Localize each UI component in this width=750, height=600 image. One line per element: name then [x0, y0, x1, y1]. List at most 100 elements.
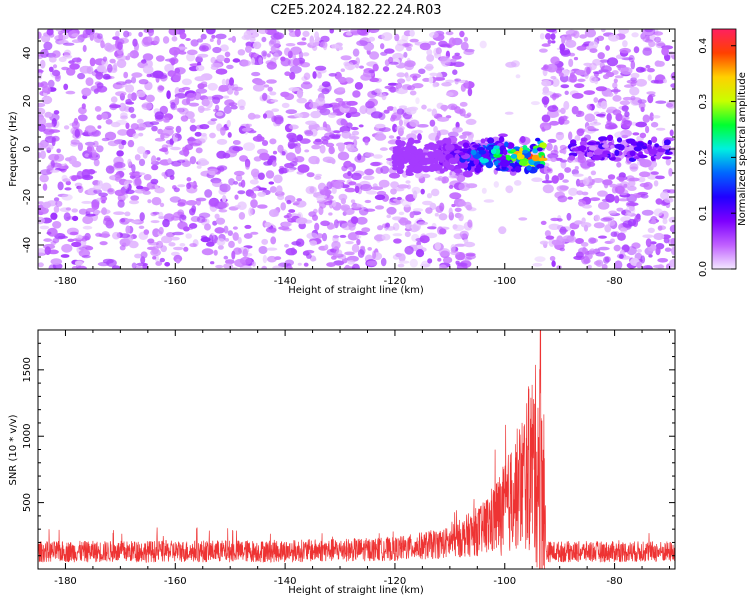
heatmap-cell [177, 184, 186, 188]
heatmap-cell [89, 57, 96, 67]
signal-cell [414, 153, 422, 160]
heatmap-cell [285, 248, 298, 256]
heatmap-cell [608, 124, 618, 130]
heatmap-cell [142, 65, 154, 74]
heatmap-cell [296, 41, 307, 46]
heatmap-cell [132, 133, 139, 139]
heatmap-cell [653, 180, 659, 187]
heatmap-cell [247, 112, 256, 120]
signal-cell [459, 148, 470, 152]
heatmap-cell [155, 261, 163, 266]
signal-cell [444, 143, 455, 151]
heatmap-cell [81, 174, 94, 181]
heatmap-cell [612, 82, 618, 89]
heatmap-cell [534, 256, 546, 262]
heatmap-cell [348, 136, 360, 140]
heatmap-cell [92, 140, 99, 148]
heatmap-cell [77, 185, 84, 193]
heatmap-cell [140, 251, 148, 259]
heatmap-cell [71, 39, 82, 44]
heatmap-cell [427, 226, 437, 230]
heatmap-cell [195, 147, 203, 154]
heatmap-cell [104, 131, 117, 141]
heatmap-cell [388, 61, 399, 65]
heatmap-cell [131, 262, 137, 269]
heatmap-cell [447, 131, 459, 138]
heatmap-cell [369, 77, 380, 83]
heatmap-cell [570, 229, 575, 237]
heatmap-cell [505, 61, 517, 68]
heatmap-cell [439, 264, 447, 269]
weak-band-cell [630, 141, 638, 146]
heatmap-cell [136, 90, 146, 98]
heatmap-cell [439, 44, 452, 48]
heatmap-cell [590, 170, 597, 176]
signal-cell [402, 153, 408, 158]
weak-band-cell [654, 143, 659, 148]
heatmap-cell [405, 180, 411, 184]
heatmap-cell [134, 253, 142, 259]
heatmap-cell [600, 65, 612, 73]
heatmap-cell [136, 185, 144, 190]
heatmap-cell [216, 165, 228, 171]
heatmap-cell [214, 104, 220, 112]
heatmap-cell [328, 212, 333, 216]
heatmap-cell [97, 180, 103, 187]
heatmap-cell [640, 255, 646, 264]
heatmap-cell [252, 135, 265, 142]
heatmap-cell [552, 93, 562, 98]
heatmap-cell [176, 159, 186, 163]
heatmap-cell [89, 32, 95, 41]
heatmap-cell [62, 42, 75, 46]
heatmap-cell [48, 56, 57, 63]
heatmap-cell [420, 188, 425, 195]
heatmap-cell [302, 30, 310, 37]
heatmap-cell [440, 57, 451, 67]
heatmap-cell [326, 126, 332, 132]
heatmap-cell [610, 238, 615, 244]
signal-cell [470, 149, 477, 156]
heatmap-cell [268, 181, 275, 185]
heatmap-cell [196, 165, 202, 169]
heatmap-cell [173, 187, 180, 193]
heatmap-cell [576, 190, 584, 196]
heatmap-cell [293, 200, 300, 205]
heatmap-cell [322, 139, 329, 145]
signal-cell [526, 165, 532, 171]
heatmap-cell [670, 237, 675, 246]
heatmap-cell [249, 29, 258, 34]
heatmap-cell [189, 156, 197, 165]
signal-cell [538, 152, 545, 156]
heatmap-cell [564, 90, 569, 96]
bottom-axes: -180 -160 -140 -120 -100 -80 500 1000 1500 [22, 329, 676, 587]
heatmap-cell [638, 171, 651, 178]
heatmap-cell [234, 194, 239, 200]
heatmap-cell [198, 212, 211, 219]
signal-cell [396, 145, 402, 149]
heatmap-cell [331, 240, 341, 250]
heatmap-cell [449, 192, 462, 200]
heatmap-cell [268, 209, 279, 218]
heatmap-cell [204, 189, 213, 198]
heatmap-cell [380, 43, 385, 50]
heatmap-cell [392, 106, 398, 114]
heatmap-cell [377, 225, 383, 231]
heatmap-cell [613, 244, 621, 252]
heatmap-cell [241, 34, 252, 41]
heatmap-cell [616, 207, 624, 212]
heatmap-cell [479, 40, 487, 49]
heatmap-cell [550, 33, 556, 40]
heatmap-cell [227, 132, 232, 138]
heatmap-cell [234, 204, 241, 209]
heatmap-cell [38, 116, 47, 126]
heatmap-cell [561, 35, 566, 45]
heatmap-cell [204, 223, 211, 231]
heatmap-cell [63, 125, 70, 130]
heatmap-cell [194, 131, 202, 137]
heatmap-cell [147, 199, 152, 204]
heatmap-cell [48, 66, 54, 73]
heatmap-cell [130, 195, 140, 201]
heatmap-cell [252, 83, 265, 92]
heatmap-cell [464, 201, 472, 209]
weak-band-cell [661, 145, 672, 150]
